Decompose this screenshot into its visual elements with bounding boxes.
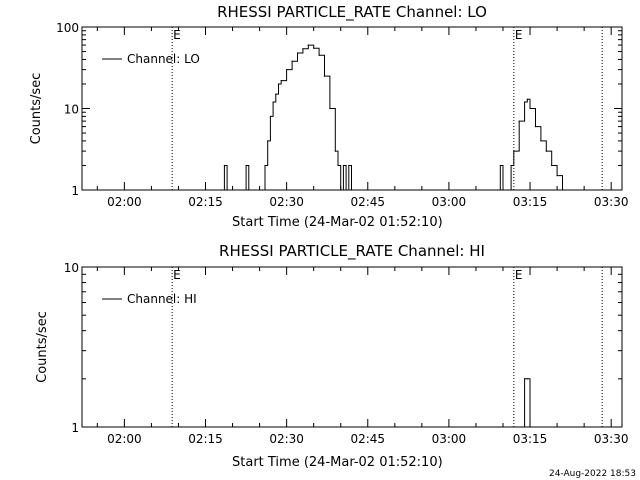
y-tick-label: 100 (56, 21, 79, 35)
x-tick-label: 03:30 (594, 432, 629, 446)
data-point (334, 150, 336, 152)
data-point (337, 164, 339, 167)
data-point (242, 189, 244, 191)
data-point (529, 426, 531, 428)
x-tick-label: 02:00 (107, 195, 142, 209)
x-tick-label: 03:30 (594, 195, 629, 209)
x-tick-label: 02:00 (107, 432, 142, 446)
data-point (248, 189, 250, 191)
data-point (272, 101, 274, 103)
data-point (534, 125, 537, 128)
data-point (502, 189, 504, 191)
x-tick-label: 02:30 (269, 195, 304, 209)
data-point (524, 378, 526, 380)
data-point (529, 107, 531, 110)
data-point (521, 426, 523, 428)
data-point (524, 101, 526, 103)
x-tick-label: 03:00 (432, 195, 467, 209)
series-line (521, 378, 531, 428)
data-point (269, 115, 272, 117)
data-point (261, 189, 263, 191)
x-tick-label: 02:45 (350, 195, 385, 209)
event-marker-label: E (515, 268, 523, 282)
data-point (296, 52, 299, 54)
data-point (280, 79, 282, 82)
data-point (507, 189, 510, 191)
event-marker-label: E (173, 28, 181, 42)
event-marker-label: E (515, 28, 523, 42)
data-point (556, 175, 558, 177)
data-point (226, 189, 228, 191)
x-tick-label: 02:45 (350, 432, 385, 446)
x-axis-label: Start Time (24-Mar-02 01:52:10) (232, 455, 443, 470)
data-point (499, 164, 501, 167)
data-point (313, 47, 315, 49)
data-point (545, 150, 547, 152)
y-axis-label: Counts/sec (29, 73, 44, 145)
data-point (221, 189, 223, 191)
data-point (551, 164, 553, 167)
data-point (264, 164, 266, 167)
data-point (275, 93, 277, 95)
data-point (267, 140, 269, 142)
data-point (340, 189, 342, 191)
footer-date: 24-Aug-2022 18:53 (549, 469, 636, 479)
data-point (513, 150, 515, 152)
data-point (307, 44, 309, 46)
data-point (329, 107, 331, 110)
series-line (221, 44, 563, 191)
data-point (350, 189, 353, 191)
legend-label: Channel: HI (127, 292, 197, 306)
data-point (302, 48, 304, 50)
data-point (496, 189, 499, 191)
y-tick-label: 10 (64, 261, 79, 275)
x-tick-label: 02:15 (188, 195, 223, 209)
data-point (277, 83, 280, 85)
data-point (561, 189, 564, 191)
x-tick-label: 03:00 (432, 432, 467, 446)
data-point (291, 60, 293, 62)
x-axis-label: Start Time (24-Mar-02 01:52:10) (232, 215, 443, 230)
y-axis-label: Counts/sec (35, 311, 50, 383)
x-tick-label: 02:30 (269, 432, 304, 446)
x-tick-label: 03:15 (513, 195, 548, 209)
x-tick-label: 03:15 (513, 432, 548, 446)
data-point (348, 164, 350, 167)
chart-title: RHESSI PARTICLE_RATE Channel: HI (219, 242, 485, 261)
data-point (526, 98, 528, 100)
plot-frame (81, 266, 623, 428)
y-tick-label: 10 (64, 103, 79, 117)
x-tick-label: 02:15 (188, 432, 223, 446)
data-point (245, 164, 247, 167)
chart-title: RHESSI PARTICLE_RATE Channel: LO (217, 3, 487, 22)
data-point (526, 378, 528, 380)
data-point (518, 120, 520, 122)
data-point (345, 189, 347, 191)
data-point (540, 140, 542, 142)
data-point (223, 164, 226, 167)
data-point (510, 164, 512, 167)
data-point (318, 54, 320, 56)
data-point (342, 164, 345, 167)
data-point (286, 69, 288, 71)
y-tick-label: 1 (71, 184, 79, 198)
event-marker-label: E (173, 268, 181, 282)
legend-label: Channel: LO (127, 52, 200, 66)
y-tick-label: 1 (71, 421, 79, 435)
data-point (323, 75, 326, 77)
